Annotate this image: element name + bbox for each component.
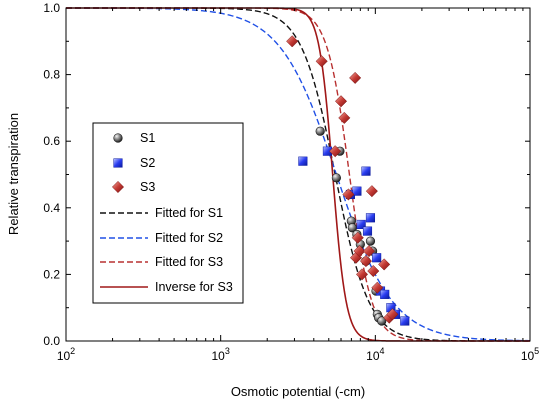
legend-label: Fitted for S3 [155,255,223,269]
data-point-s3 [342,188,355,201]
data-point-s3 [338,111,351,124]
data-point-s1 [365,236,376,246]
data-point-s1 [347,223,357,233]
data-point-s3 [371,281,384,294]
x-tick-label: 105 [521,346,539,363]
x-tick-label: 104 [366,346,384,363]
legend-marker-s2 [113,158,123,168]
data-point-s2 [362,226,373,236]
data-point-s2 [365,213,376,223]
legend-marker-s1 [113,133,123,143]
legend-marker-s3 [111,180,125,194]
legend-label: S3 [140,180,155,194]
data-point-s3 [334,95,348,108]
data-point-s2 [372,253,382,263]
y-tick-label: 0.8 [43,68,60,82]
data-point-s1 [315,126,325,136]
legend-label: S1 [140,131,155,145]
points-layer [286,35,410,326]
y-tick-label: 0.2 [43,267,60,281]
data-point-s3 [353,245,366,258]
y-tick-label: 0.4 [43,201,60,215]
data-point-s3 [378,258,391,271]
axis-ticks: 0.0 0.2 0.4 0.6 0.8 1.0 102 103 104 105 [43,1,539,363]
data-point-s3 [365,185,378,198]
data-point-s2 [361,166,371,176]
legend-label: Fitted for S1 [155,206,223,220]
y-tick-label: 1.0 [43,1,60,15]
data-point-s3 [351,231,364,244]
data-point-s2 [400,316,410,326]
data-point-s1 [331,173,341,183]
data-point-s3 [329,145,342,158]
data-point-s3 [362,245,376,258]
data-point-s2 [356,219,366,229]
data-point-s1 [377,316,387,326]
x-tick-label: 102 [57,346,75,363]
data-point-s3 [355,268,369,281]
y-tick-label: 0.6 [43,134,60,148]
legend-label: S2 [140,156,155,170]
data-point-s3 [286,35,299,48]
data-point-s2 [352,186,362,196]
x-axis-label: Osmotic potential (-cm) [231,384,365,399]
data-point-s3 [349,71,362,84]
y-tick-label: 0.0 [43,334,60,348]
data-point-s2 [298,156,308,166]
legend-label: Inverse for S3 [155,280,233,294]
data-point-s3 [359,255,373,268]
data-point-s3 [386,308,399,321]
data-point-s2 [380,289,390,299]
x-tick-label: 103 [211,346,229,363]
y-axis-label: Relative transpiration [6,113,21,235]
data-point-s3 [367,265,380,278]
legend-label: Fitted for S2 [155,231,223,245]
data-point-s3 [315,55,328,68]
